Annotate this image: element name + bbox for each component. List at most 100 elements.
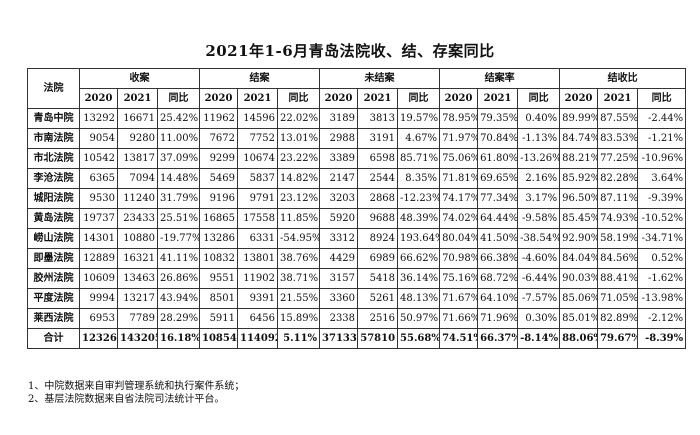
data-cell: 6953: [79, 308, 118, 329]
data-cell: -2.44%: [637, 108, 687, 129]
data-cell: 9299: [199, 148, 239, 169]
data-cell: 8924: [357, 228, 399, 249]
data-cell: 82.89%: [597, 308, 639, 329]
data-cell: 66.37%: [477, 328, 519, 349]
data-cell: 2338: [319, 308, 359, 329]
data-cell: 71.67%: [439, 288, 479, 309]
court-name-cell: 李沧法院: [27, 168, 80, 189]
data-cell: 13801: [237, 248, 279, 269]
data-cell: 71.81%: [439, 168, 479, 189]
data-cell: -10.96%: [637, 148, 687, 169]
table-row: 市北法院 10542 13817 37.09% 9299 10674 23.22% 3389 6…: [27, 148, 687, 169]
data-cell: -7.57%: [517, 288, 561, 309]
data-cell: 193.64%: [397, 228, 441, 249]
data-cell: 5837: [237, 168, 279, 189]
data-cell: -12.23%: [397, 188, 441, 209]
data-cell: 26.86%: [156, 268, 201, 289]
data-cell: 79.35%: [477, 108, 519, 129]
data-cell: 71.96%: [477, 308, 519, 329]
data-cell: 3.64%: [637, 168, 687, 189]
data-cell: 13817: [117, 148, 158, 169]
data-cell: 22.02%: [277, 108, 321, 129]
data-cell: 9196: [199, 188, 239, 209]
column-header-court: 法院: [27, 68, 80, 109]
column-subheader: 2020: [559, 88, 599, 109]
data-cell: 75.16%: [439, 268, 479, 289]
data-cell: 9280: [117, 128, 158, 149]
statistics-table: 法院 收案 结案 未结案 结案率 结收比 2020 2021 同比 2020 2021 同比 2020 2…: [27, 68, 687, 349]
data-cell: 13286: [199, 228, 239, 249]
data-cell: 21.55%: [277, 288, 321, 309]
data-cell: 2.16%: [517, 168, 561, 189]
data-cell: 88.41%: [597, 268, 639, 289]
data-cell: 3.17%: [517, 188, 561, 209]
data-cell: 14596: [237, 108, 279, 129]
data-cell: 19.57%: [397, 108, 441, 129]
data-cell: 84.74%: [559, 128, 599, 149]
data-cell: 9791: [237, 188, 279, 209]
data-cell: 4.67%: [397, 128, 441, 149]
data-cell: 85.92%: [559, 168, 599, 189]
table-row: 即墨法院 12889 16321 41.11% 10832 13801 38.76% 4429…: [27, 248, 687, 269]
data-cell: 6989: [357, 248, 399, 269]
data-cell: 25.42%: [156, 108, 201, 129]
court-name-cell: 即墨法院: [27, 248, 80, 269]
data-cell: -10.52%: [637, 208, 687, 229]
table-row: 黄岛法院 19737 23433 25.51% 16865 17558 11.85% 5920…: [27, 208, 687, 229]
footnote: 2、基层法院数据来自省法院司法统计平台。: [28, 394, 225, 405]
column-group-header: 收案: [78, 68, 201, 89]
data-cell: 9994: [79, 288, 118, 309]
data-cell: 5469: [199, 168, 239, 189]
data-cell: -8.39%: [637, 328, 687, 349]
data-cell: 48.39%: [397, 208, 441, 229]
table-row: 平度法院 9994 13217 43.94% 8501 9391 21.55% 3360 526…: [27, 288, 687, 309]
data-cell: 23.22%: [277, 148, 321, 169]
column-subheader: 2020: [439, 88, 479, 109]
data-cell: 6365: [79, 168, 118, 189]
data-cell: 85.01%: [559, 308, 599, 329]
data-cell: 31.79%: [156, 188, 201, 209]
data-cell: 3312: [319, 228, 359, 249]
data-cell: 37133: [319, 328, 359, 349]
data-cell: 16671: [117, 108, 158, 129]
data-cell: 25.51%: [156, 208, 201, 229]
data-cell: 70.98%: [439, 248, 479, 269]
data-cell: 9688: [357, 208, 399, 229]
data-cell: -38.54%: [517, 228, 561, 249]
data-cell: 3191: [357, 128, 399, 149]
column-subheader: 2020: [199, 88, 239, 109]
data-cell: -8.14%: [517, 328, 561, 349]
data-cell: 6598: [357, 148, 399, 169]
data-cell: 7752: [237, 128, 279, 149]
data-cell: 88.06%: [559, 328, 599, 349]
data-cell: 14301: [79, 228, 118, 249]
column-subheader: 同比: [156, 88, 201, 109]
data-cell: 10674: [237, 148, 279, 169]
court-name-cell: 合计: [27, 328, 80, 349]
data-cell: 10609: [79, 268, 118, 289]
data-cell: 3813: [357, 108, 399, 129]
data-cell: 11240: [117, 188, 158, 209]
data-cell: 38.71%: [277, 268, 321, 289]
data-cell: 90.03%: [559, 268, 599, 289]
data-cell: 71.97%: [439, 128, 479, 149]
data-cell: 74.17%: [439, 188, 479, 209]
data-cell: 28.29%: [156, 308, 201, 329]
court-name-cell: 崂山法院: [27, 228, 80, 249]
data-cell: -13.26%: [517, 148, 561, 169]
court-name-cell: 市北法院: [27, 148, 80, 169]
data-cell: 74.02%: [439, 208, 479, 229]
data-cell: -4.60%: [517, 248, 561, 269]
data-cell: 108544: [199, 328, 239, 349]
data-cell: 85.45%: [559, 208, 599, 229]
data-cell: -1.21%: [637, 128, 687, 149]
column-group-header: 结案: [199, 68, 321, 89]
data-cell: 2868: [357, 188, 399, 209]
data-cell: 83.53%: [597, 128, 639, 149]
total-row: 合计12326614320516.18%1085441140925.11%371…: [27, 328, 687, 349]
data-cell: 9551: [199, 268, 239, 289]
column-group-header: 结收比: [559, 68, 687, 89]
data-cell: 77.25%: [597, 148, 639, 169]
data-cell: 7672: [199, 128, 239, 149]
data-cell: 6456: [237, 308, 279, 329]
